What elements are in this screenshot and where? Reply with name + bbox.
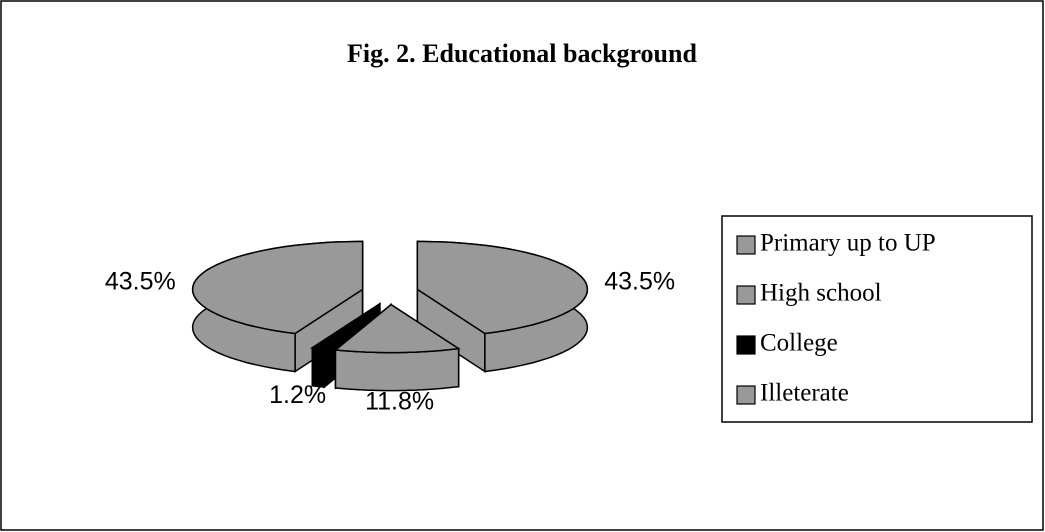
slice-top [309,303,381,350]
legend-swatch [736,285,756,305]
legend-swatch [736,335,756,355]
data-label: 1.2% [269,381,326,409]
slice-side [333,303,461,392]
legend-box [721,215,1033,423]
legend-swatch [736,235,756,255]
slice-side [416,240,589,373]
legend-swatch [736,385,756,405]
legend-label: Primary up to UP [760,230,936,257]
data-label: 43.5% [105,267,176,295]
data-label: 11.8% [365,388,434,416]
legend-label: High school [760,280,882,307]
legend-label: College [760,330,838,357]
data-label: 43.5% [604,267,675,295]
chart-title: Fig. 2. Educational background [347,39,697,68]
slice-top [333,303,461,354]
slice-top [191,240,364,335]
slice-wall [334,347,460,392]
slice-side [191,240,364,373]
slice-top [416,240,589,335]
legend-label: Illeterate [760,380,849,407]
